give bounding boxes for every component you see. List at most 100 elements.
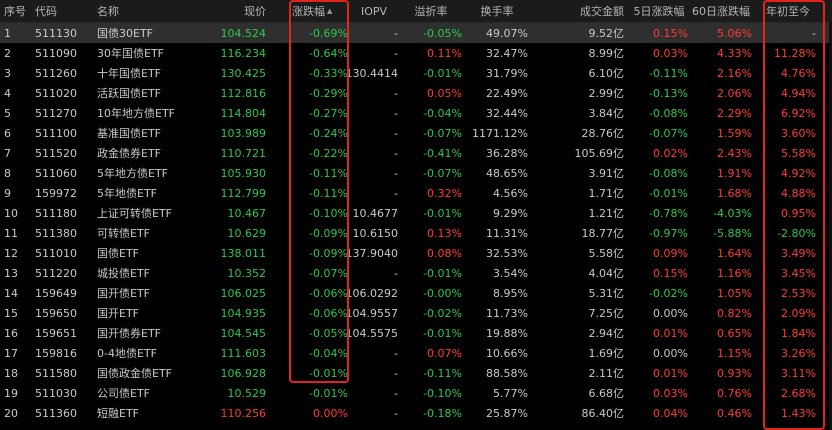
row-index: 1 bbox=[4, 26, 11, 40]
row-code: 511260 bbox=[35, 66, 77, 80]
col-header-name[interactable]: 名称 bbox=[97, 5, 119, 18]
table-row[interactable]: 5 511270 10年地方债ETF 114.804 -0.27% - -0.04% 32.4… bbox=[0, 103, 832, 123]
row-60d-change: 2.43% bbox=[717, 146, 752, 160]
row-ytd: 2.09% bbox=[781, 306, 816, 320]
table-row[interactable]: 9 159972 5年地债ETF 112.799 -0.11% - 0.32% 4.56% 1.… bbox=[0, 183, 832, 203]
row-price: 112.816 bbox=[220, 86, 267, 100]
table-row[interactable]: 19 511030 公司债ETF 10.529 -0.01% - -0.10% 5.77% 6.… bbox=[0, 383, 832, 403]
row-code: 511030 bbox=[35, 386, 77, 400]
row-60d-change: -5.88% bbox=[713, 226, 752, 240]
row-iopv: - bbox=[394, 26, 398, 40]
table-row[interactable]: 20 511360 短融ETF 110.256 0.00% - -0.18% 25.87% 86… bbox=[0, 403, 832, 423]
table-row[interactable]: 3 511260 十年国债ETF 130.425 -0.33% 130.4414 -0.01… bbox=[0, 63, 832, 83]
row-turnover: 36.28% bbox=[486, 146, 528, 160]
row-price: 10.467 bbox=[227, 206, 267, 220]
row-turnover: 1171.12% bbox=[472, 126, 528, 140]
row-5d-change: 0.01% bbox=[653, 326, 688, 340]
row-5d-change: 0.04% bbox=[653, 406, 688, 420]
row-amount: 9.52亿 bbox=[588, 27, 625, 40]
row-iopv: 104.5575 bbox=[345, 326, 399, 340]
row-ytd: -2.80% bbox=[777, 226, 816, 240]
row-index: 7 bbox=[4, 146, 11, 160]
row-change: -0.24% bbox=[309, 126, 348, 140]
row-premium: 0.07% bbox=[427, 346, 462, 360]
table-row[interactable]: 18 511580 国债政金债ETF 106.928 -0.01% - -0.11% 88.5… bbox=[0, 363, 832, 383]
row-turnover: 9.29% bbox=[493, 206, 528, 220]
row-ytd: 4.92% bbox=[781, 166, 816, 180]
row-5d-change: -0.13% bbox=[649, 86, 688, 100]
table-row[interactable]: 2 511090 30年国债ETF 116.234 -0.64% - 0.11% 32.47%… bbox=[0, 43, 832, 63]
row-60d-change: 1.68% bbox=[717, 186, 752, 200]
row-turnover: 32.53% bbox=[486, 246, 528, 260]
row-60d-change: 0.46% bbox=[717, 406, 752, 420]
col-header-index[interactable]: 序号 bbox=[4, 5, 26, 18]
row-name: 短融ETF bbox=[97, 407, 139, 420]
col-header-price[interactable]: 现价 bbox=[244, 5, 266, 18]
col-header-5d-change[interactable]: 5日涨跌幅 bbox=[633, 5, 685, 18]
row-price: 10.529 bbox=[227, 386, 267, 400]
col-header-60d-change[interactable]: 60日涨跌幅 bbox=[692, 5, 750, 18]
row-change: -0.09% bbox=[309, 226, 348, 240]
row-premium: -0.01% bbox=[423, 66, 462, 80]
row-amount: 28.76亿 bbox=[581, 127, 625, 140]
col-header-iopv[interactable]: IOPV bbox=[360, 4, 388, 18]
row-turnover: 32.44% bbox=[486, 106, 528, 120]
table-row[interactable]: 17 159816 0-4地债ETF 111.603 -0.04% - 0.07% 10.66… bbox=[0, 343, 832, 363]
row-index: 3 bbox=[4, 66, 11, 80]
row-turnover: 4.56% bbox=[493, 186, 528, 200]
table-row[interactable]: 6 511100 基准国债ETF 103.989 -0.24% - -0.07% 1171.1… bbox=[0, 123, 832, 143]
row-premium: -0.05% bbox=[423, 26, 462, 40]
table-row[interactable]: 13 511220 城投债ETF 10.352 -0.07% - -0.01% 3.54% 4.… bbox=[0, 263, 832, 283]
row-name: 政金债券ETF bbox=[97, 147, 161, 160]
row-amount: 86.40亿 bbox=[581, 407, 625, 420]
row-iopv: - bbox=[394, 106, 398, 120]
row-amount: 3.84亿 bbox=[588, 107, 625, 120]
row-name: 活跃国债ETF bbox=[97, 87, 161, 100]
row-premium: 0.08% bbox=[427, 246, 462, 260]
table-row[interactable]: 14 159649 国开债ETF 106.025 -0.06% 106.0292 -0.00… bbox=[0, 283, 832, 303]
row-code: 159972 bbox=[35, 186, 77, 200]
row-change: -0.06% bbox=[309, 306, 348, 320]
row-name: 国债政金债ETF bbox=[97, 367, 172, 380]
row-price: 104.935 bbox=[220, 306, 267, 320]
col-header-change[interactable]: 涨跌幅 ▲ bbox=[286, 0, 354, 22]
row-code: 511520 bbox=[35, 146, 77, 160]
col-header-code[interactable]: 代码 bbox=[35, 5, 57, 18]
table-row[interactable]: 15 159650 国开ETF 104.935 -0.06% 104.9557 -0.02%… bbox=[0, 303, 832, 323]
row-60d-change: 1.91% bbox=[717, 166, 752, 180]
row-amount: 3.91亿 bbox=[588, 167, 625, 180]
table-row[interactable]: 11 511380 可转债ETF 10.629 -0.09% 10.6150 0.13% 11… bbox=[0, 223, 832, 243]
row-iopv: - bbox=[394, 406, 398, 420]
row-price: 104.524 bbox=[220, 26, 267, 40]
table-row[interactable]: 12 511010 国债ETF 138.011 -0.09% 137.9040 0.08% 3… bbox=[0, 243, 832, 263]
row-index: 9 bbox=[4, 186, 11, 200]
table-row[interactable]: 16 159651 国开债券ETF 104.545 -0.05% 104.5575 -0.0… bbox=[0, 323, 832, 343]
row-60d-change: 1.16% bbox=[717, 266, 752, 280]
table-row[interactable]: 4 511020 活跃国债ETF 112.816 -0.29% - 0.05% 22.49% 2… bbox=[0, 83, 832, 103]
sort-asc-icon[interactable]: ▲ bbox=[327, 7, 333, 15]
row-60d-change: 1.05% bbox=[717, 286, 752, 300]
table-row[interactable]: 10 511180 上证可转债ETF 10.467 -0.10% 10.4677 -0.01… bbox=[0, 203, 832, 223]
row-index: 17 bbox=[4, 346, 18, 360]
col-header-ytd[interactable]: 年初至今 bbox=[766, 5, 810, 18]
row-code: 159650 bbox=[35, 306, 77, 320]
row-amount: 6.10亿 bbox=[588, 67, 625, 80]
row-price: 114.804 bbox=[220, 106, 267, 120]
row-change: -0.29% bbox=[309, 86, 348, 100]
col-header-turnover[interactable]: 换手率 bbox=[480, 5, 514, 18]
col-header-amount[interactable]: 成交金额 bbox=[580, 5, 624, 18]
row-code: 511180 bbox=[35, 206, 77, 220]
table-row[interactable]: 7 511520 政金债券ETF 110.721 -0.22% - -0.41% 36.28%… bbox=[0, 143, 832, 163]
col-header-premium[interactable]: 溢折率 bbox=[414, 5, 448, 18]
row-5d-change: 0.02% bbox=[653, 146, 688, 160]
row-name: 30年国债ETF bbox=[97, 47, 164, 60]
row-turnover: 8.95% bbox=[493, 286, 528, 300]
table-row[interactable]: 1 511130 国债30ETF 104.524 -0.69% - -0.05% 49.07%… bbox=[0, 23, 832, 43]
row-premium: -0.00% bbox=[423, 286, 462, 300]
vertical-scrollbar[interactable] bbox=[829, 22, 832, 430]
row-amount: 4.04亿 bbox=[588, 267, 625, 280]
row-name: 可转债ETF bbox=[97, 227, 150, 240]
row-name: 国开债券ETF bbox=[97, 327, 161, 340]
row-change: -0.11% bbox=[309, 186, 348, 200]
table-row[interactable]: 8 511060 5年地方债ETF 105.930 -0.11% - -0.07% 48.65… bbox=[0, 163, 832, 183]
